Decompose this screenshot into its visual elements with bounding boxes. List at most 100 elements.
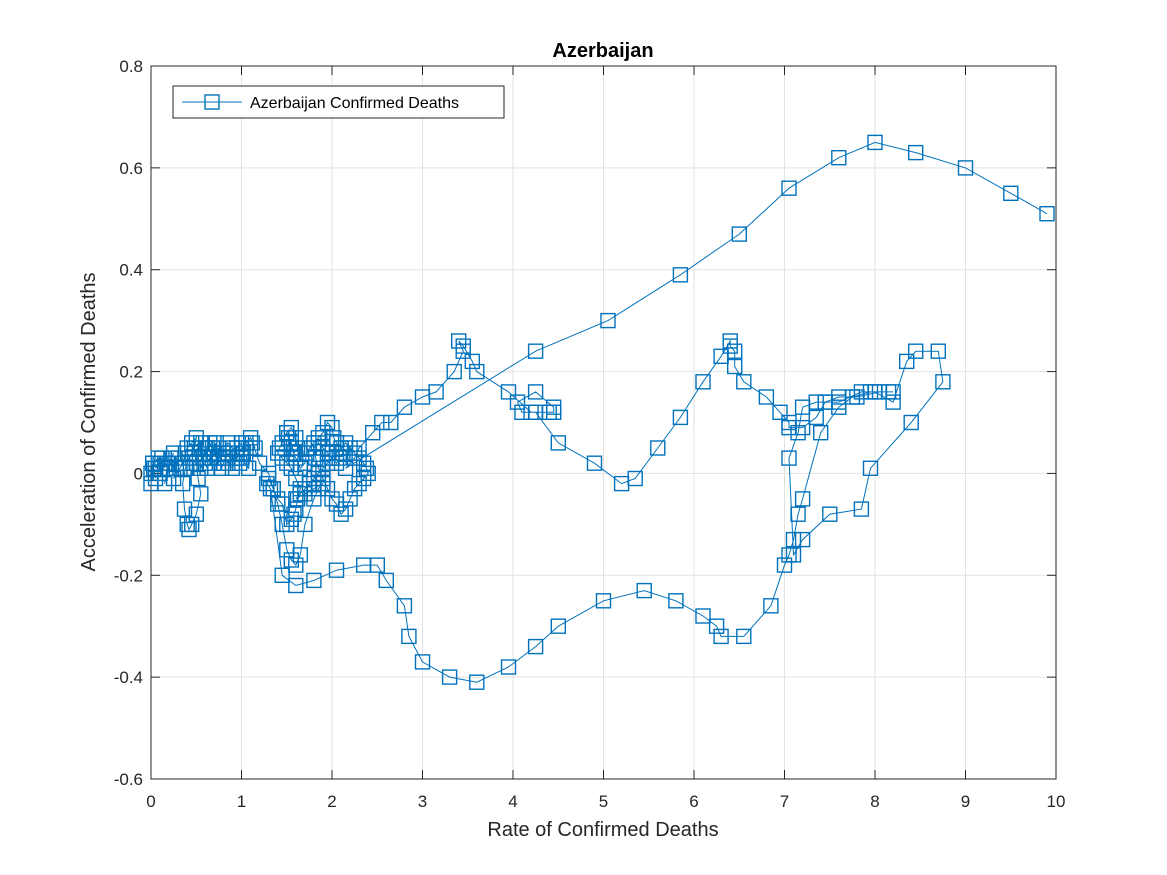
data-point — [351, 440, 367, 456]
data-point — [785, 547, 802, 563]
data-point — [713, 348, 729, 364]
data-point — [202, 435, 218, 451]
data-point — [315, 475, 331, 492]
data-point — [319, 455, 336, 471]
data-point — [595, 593, 612, 609]
data-point — [527, 384, 544, 400]
data-point — [930, 343, 946, 359]
data-point — [206, 445, 223, 461]
data-point — [708, 618, 725, 634]
data-point — [279, 425, 295, 441]
data-point — [224, 460, 241, 476]
data-point — [1039, 205, 1055, 222]
x-axis-title: Rate of Confirmed Deaths — [487, 819, 718, 841]
data-point — [244, 435, 261, 451]
x-tick-label: 1 — [237, 792, 246, 811]
data-point — [853, 384, 870, 400]
data-point — [262, 481, 279, 497]
data-point — [279, 542, 295, 558]
data-point — [822, 506, 838, 522]
data-point — [174, 475, 191, 492]
data-point — [586, 455, 603, 471]
data-point — [396, 598, 413, 614]
data-point — [181, 521, 197, 538]
data-point — [147, 470, 164, 487]
data-point — [270, 496, 286, 512]
data-point — [790, 425, 806, 441]
data-point — [469, 674, 485, 690]
data-point — [288, 577, 304, 594]
data-point — [274, 567, 290, 583]
data-point — [441, 669, 458, 685]
data-point — [414, 389, 431, 405]
data-point — [310, 435, 327, 451]
data-point — [414, 654, 431, 670]
data-point — [220, 455, 236, 471]
data-point — [401, 628, 417, 645]
data-point — [849, 389, 865, 405]
data-point — [885, 394, 901, 410]
series-line — [150, 141, 1048, 683]
data-point — [451, 333, 467, 349]
data-point — [286, 506, 302, 522]
data-point — [315, 460, 331, 476]
data-point — [527, 638, 544, 655]
data-point — [509, 394, 526, 410]
data-point — [183, 516, 200, 533]
data-point — [213, 460, 230, 476]
data-point — [310, 465, 327, 482]
data-point — [935, 374, 951, 390]
data-point — [319, 414, 336, 431]
data-point — [156, 475, 173, 492]
data-point — [242, 430, 259, 446]
data-point — [727, 358, 743, 375]
data-point — [1003, 185, 1019, 202]
data-point — [342, 491, 358, 507]
data-point — [143, 465, 159, 482]
data-point — [668, 593, 684, 609]
data-point — [328, 445, 345, 461]
y-tick-label: 0 — [134, 464, 143, 483]
x-tick-label: 3 — [418, 792, 427, 811]
data-point — [374, 414, 390, 431]
data-point — [328, 562, 345, 578]
axis-ticks: 0 1 2 3 4 5 6 7 8 9 10 -0.6 -0.4 -0.2 0 0.2 0.4 0.6 0.8 — [114, 57, 1066, 811]
data-point — [274, 516, 290, 533]
data-point — [324, 419, 340, 436]
data-point — [713, 628, 729, 645]
data-point — [378, 572, 394, 589]
data-point — [794, 531, 811, 548]
data-point — [794, 491, 811, 507]
data-point — [229, 450, 245, 466]
data-point — [324, 450, 340, 466]
data-point — [197, 455, 214, 471]
data-point — [286, 445, 302, 461]
chart-title: Azerbaijan — [552, 40, 653, 62]
data-point — [455, 343, 471, 359]
data-point — [446, 363, 462, 380]
data-point — [310, 481, 327, 497]
legend: Azerbaijan Confirmed Deaths — [172, 85, 505, 119]
x-tick-label: 0 — [146, 792, 155, 811]
grid-lines — [150, 65, 1057, 780]
data-point — [324, 491, 340, 507]
data-point — [903, 414, 919, 431]
data-point — [813, 425, 829, 441]
data-point — [736, 628, 752, 645]
data-point — [957, 160, 974, 176]
x-tick-label: 10 — [1047, 792, 1066, 811]
data-point — [383, 414, 399, 431]
data-point — [908, 343, 924, 359]
data-point — [514, 404, 530, 420]
data-point — [550, 435, 566, 451]
data-point — [523, 404, 539, 420]
data-point — [283, 440, 299, 456]
data-point — [722, 333, 738, 349]
data-point — [260, 470, 277, 487]
data-point — [781, 450, 797, 466]
data-point — [211, 440, 227, 456]
data-point — [763, 598, 779, 614]
data-point — [365, 425, 381, 441]
data-point — [288, 491, 304, 507]
